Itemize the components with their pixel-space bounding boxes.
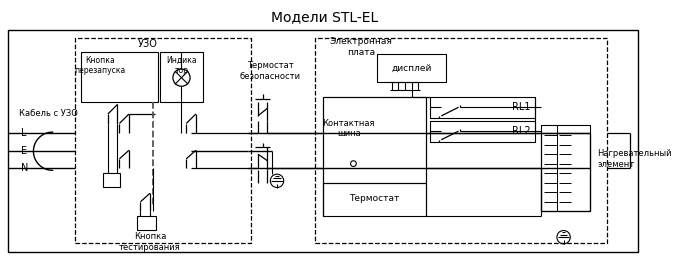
Text: E: E (21, 146, 27, 156)
Text: Электронная
плата: Электронная плата (330, 37, 392, 57)
Text: УЗО: УЗО (138, 39, 158, 49)
Text: Кабель с УЗО: Кабель с УЗО (19, 108, 78, 118)
Text: Термостат: Термостат (350, 194, 400, 203)
Bar (430, 97, 535, 118)
Text: Контактная
шина: Контактная шина (322, 119, 375, 138)
Bar (430, 121, 535, 142)
Bar (137, 216, 156, 229)
Text: Кнопка
тестирования: Кнопка тестирования (119, 232, 181, 252)
Text: N: N (21, 163, 29, 174)
Bar (323, 183, 426, 216)
Bar (81, 52, 158, 101)
Text: Модели STL-EL: Модели STL-EL (271, 10, 378, 24)
Bar (323, 97, 426, 183)
Text: L: L (21, 128, 27, 138)
Text: Термостат
безопасности: Термостат безопасности (240, 61, 301, 81)
Text: Индика
тор: Индика тор (166, 55, 197, 75)
Text: Нагревательный
элемент: Нагревательный элемент (597, 149, 672, 169)
Bar (377, 54, 446, 82)
Text: дисплей: дисплей (392, 63, 432, 73)
Bar (316, 38, 607, 243)
Text: Кнопка
перезапуска: Кнопка перезапуска (75, 55, 126, 75)
Text: RL1: RL1 (511, 102, 530, 112)
Bar (103, 173, 120, 187)
Bar (160, 52, 203, 101)
Text: RL2: RL2 (511, 126, 530, 136)
Bar (7, 30, 638, 252)
Bar (541, 125, 590, 211)
Bar (75, 38, 251, 243)
